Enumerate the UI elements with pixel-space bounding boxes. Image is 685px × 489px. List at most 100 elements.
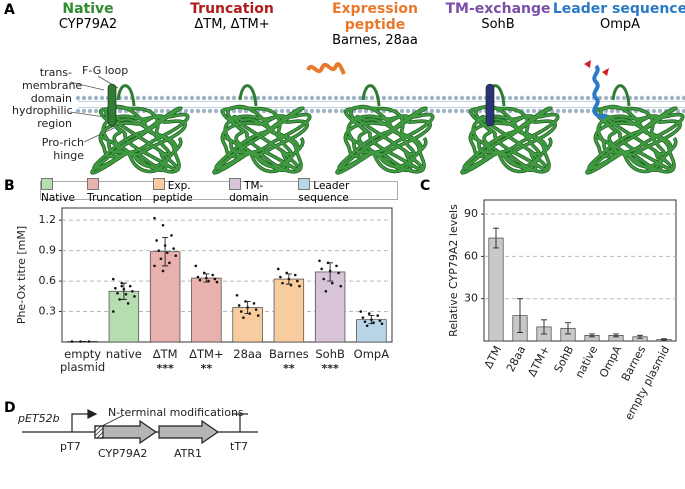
membrane-bead (369, 95, 375, 101)
data-point (153, 216, 156, 220)
promoter-arrow (71, 413, 92, 432)
data-point (296, 279, 299, 283)
membrane-bead (291, 95, 297, 101)
membrane-bead (207, 95, 213, 101)
legend-label: TM-domain (229, 179, 269, 204)
annotation-line (99, 415, 123, 428)
legend-item: Exp. peptide (152, 177, 229, 204)
cleavage-site (584, 60, 591, 68)
linker (238, 84, 258, 107)
legend-swatch (229, 177, 242, 190)
membrane-bead (195, 108, 201, 114)
x-tick-label: native (105, 347, 142, 361)
data-point (281, 281, 284, 285)
membrane-bead (567, 95, 573, 101)
bar (314, 271, 346, 343)
column-subtitle: OmpA (599, 17, 641, 32)
protein-fold (90, 105, 189, 174)
membrane-bead (657, 95, 663, 101)
y-tick-label: 0.3 (39, 305, 57, 318)
column-header: TM-exchange SohB (428, 1, 568, 33)
membrane-bead (303, 108, 309, 114)
error-bar (661, 338, 667, 341)
membrane-bead (669, 95, 675, 101)
membrane-bead (285, 95, 291, 101)
significance-label: ** (200, 362, 213, 375)
significance-label: ** (283, 362, 295, 375)
data-point (87, 340, 91, 343)
membrane-bead (387, 95, 393, 101)
membrane-bead (351, 95, 357, 101)
data-point (118, 298, 121, 301)
x-tick-label: native (573, 344, 601, 381)
membrane-bead (315, 108, 321, 114)
data-point (157, 249, 161, 252)
significance-label: *** (321, 362, 339, 375)
column-title: TM-exchange (445, 1, 551, 17)
membrane-bead (657, 108, 663, 114)
x-tick-label: 28aa (504, 344, 528, 374)
membrane-bead (465, 95, 471, 101)
gene-label: ATR1 (174, 447, 203, 460)
data-point (126, 302, 130, 305)
data-point (256, 314, 260, 317)
data-point (215, 280, 219, 284)
bar (273, 278, 305, 343)
error-bar (244, 300, 251, 315)
y-tick-label: 0.6 (39, 274, 57, 287)
error-bar (613, 333, 619, 338)
data-point (322, 277, 326, 281)
membrane-bead (171, 95, 177, 101)
x-tick-label: empty plasmid (60, 347, 106, 374)
membrane-bead (537, 95, 543, 101)
membrane-bead (471, 95, 477, 101)
y-axis-label: Phe-Ox titre [mM] (15, 226, 28, 324)
x-tick-label: Barnes (268, 347, 309, 361)
membrane-bead (447, 95, 453, 101)
data-point (194, 264, 198, 268)
data-point (337, 271, 340, 275)
legend-label: Native (41, 191, 75, 204)
membrane-bead (201, 108, 207, 114)
data-point (198, 278, 202, 282)
membrane-bead (357, 108, 363, 114)
x-tick-label: ΔTM+ (525, 344, 552, 379)
n-terminal-box (94, 425, 104, 439)
error-bar (565, 322, 571, 335)
membrane-bead (495, 95, 501, 101)
membrane-bead (321, 108, 327, 114)
membrane-bead (249, 95, 255, 101)
plot-frame (483, 199, 677, 342)
data-point (367, 312, 371, 315)
membrane-bead (453, 108, 459, 114)
membrane-bead (585, 108, 591, 114)
membrane-bead (189, 108, 195, 114)
x-tick-label: SohB (552, 344, 577, 375)
data-point (161, 269, 165, 273)
membrane-bead (621, 95, 627, 101)
membrane-bead (513, 95, 519, 101)
membrane-bead (153, 108, 159, 114)
error-bar (285, 273, 292, 285)
legend-swatch (298, 177, 311, 190)
annotation: trans- membrane domain (22, 66, 83, 105)
legend-item: TM-domain (229, 177, 298, 204)
error-bar (162, 236, 169, 267)
data-point (153, 264, 156, 268)
data-point (114, 286, 117, 290)
membrane-bead (681, 95, 685, 101)
membrane-bead (93, 95, 99, 101)
membrane-bead (633, 95, 639, 101)
data-point (324, 289, 328, 293)
error-bar (517, 298, 523, 333)
membrane-bead (231, 108, 237, 114)
data-point (380, 322, 384, 326)
vector-label: pET52b (18, 412, 60, 425)
membrane-bead (243, 95, 249, 101)
membrane-bead (237, 108, 243, 114)
membrane-bead (123, 95, 129, 101)
membrane-bead (435, 108, 441, 114)
gene-arrow (94, 419, 158, 445)
membrane-bead (549, 95, 555, 101)
membrane-bead (93, 108, 99, 114)
